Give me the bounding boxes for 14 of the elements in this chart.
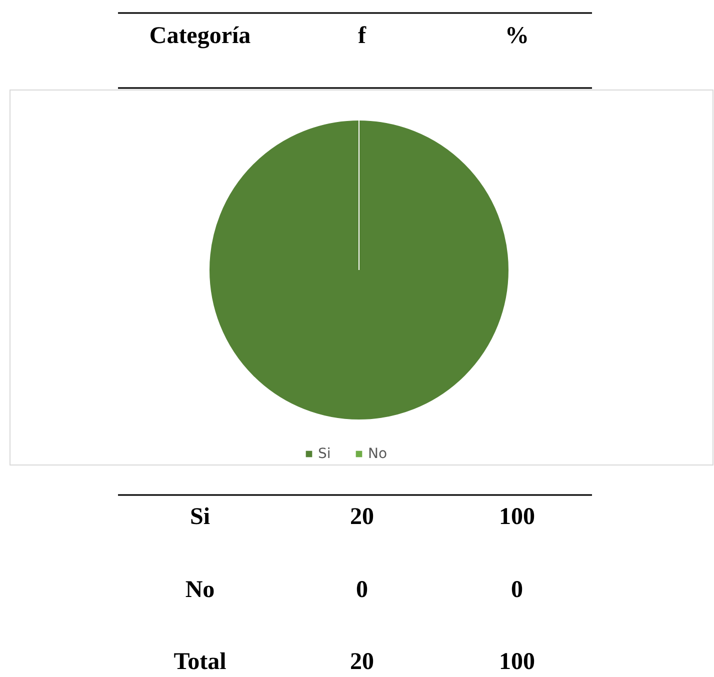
category-label: No — [185, 577, 215, 603]
text: % — [505, 23, 529, 49]
data-label: 100 — [499, 504, 535, 530]
slice-label: Si — [190, 504, 210, 530]
legend-label: No — [368, 446, 388, 462]
legend-label: Si — [318, 446, 331, 462]
text: 100 — [499, 649, 535, 675]
text: f — [358, 23, 367, 49]
text: 20 — [350, 649, 374, 675]
text: 20 — [350, 504, 374, 530]
text: Total — [174, 649, 227, 675]
text: 0 — [511, 577, 523, 603]
text: 0 — [356, 577, 368, 603]
text: Categoría — [149, 23, 251, 49]
